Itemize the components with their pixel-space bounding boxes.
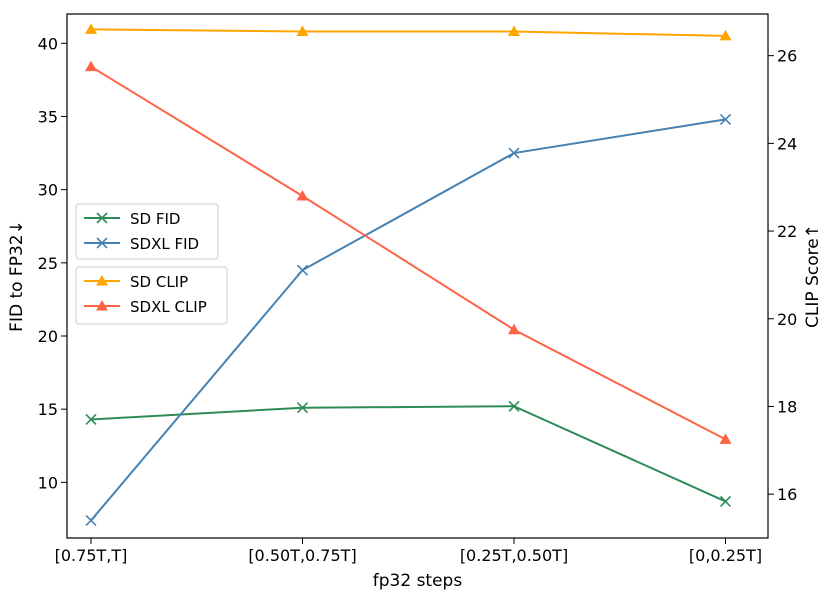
right-tick-label: 18: [777, 397, 797, 416]
right-tick-label: 22: [777, 222, 797, 241]
sdxl-fid-point: [85, 514, 97, 527]
x-axis-label: fp32 steps: [373, 571, 463, 591]
sdxl-fid-point: [296, 264, 309, 276]
left-tick-label: 35: [38, 107, 58, 126]
sd-fid-point: [719, 495, 732, 507]
left-tick-label: 40: [38, 34, 58, 53]
left-axis: 10 15 20 25 30 35 40: [38, 34, 67, 492]
sdxl-clip-point: [508, 323, 520, 335]
legend-layer: SD FID SDXL FID SD CLIP SDXL CLIP: [75, 203, 228, 325]
sdxl-clip-point: [85, 60, 97, 72]
right-tick-label: 26: [777, 47, 797, 66]
sdxl-clip-point: [296, 189, 309, 201]
sd-clip-point: [85, 23, 97, 34]
marker-stroke: [85, 413, 97, 426]
x-axis: [0.75T,T] [0.50T,0.75T] [0.25T,0.50T] [0,0.…: [55, 538, 762, 565]
sd-clip-point: [508, 25, 520, 37]
left-tick-label: 30: [38, 181, 58, 200]
left-tick-label: 25: [38, 254, 58, 273]
legend-swatch-marker: [96, 237, 108, 249]
marker-stroke: [719, 113, 732, 125]
marker-stroke: [85, 514, 97, 527]
right-tick-label: 16: [777, 485, 797, 504]
sd-fid-point: [296, 402, 309, 414]
left-tick-label: 10: [38, 473, 58, 492]
left-tick-label: 20: [38, 327, 58, 346]
sd-fid-line: [90, 405, 726, 503]
sd-fid-point: [508, 400, 520, 412]
right-tick-label: 24: [777, 134, 797, 153]
sd-clip-point: [296, 25, 309, 37]
series-layer: [85, 23, 732, 527]
sdxl-fid-line: [90, 118, 726, 522]
legend-label: SDXL CLIP: [130, 298, 207, 316]
marker-stroke: [296, 264, 309, 276]
plot-frame: [66, 13, 769, 539]
sdxl-fid-point: [719, 113, 732, 125]
legend-swatch-marker: [96, 300, 108, 311]
marker-stroke: [508, 400, 520, 412]
marker-stroke: [96, 237, 108, 249]
left-tick-label: 15: [38, 400, 58, 419]
marker-stroke: [508, 147, 520, 159]
x-tick-label: [0.50T,0.75T]: [248, 546, 356, 565]
sdxl-clip-point: [719, 433, 732, 444]
x-tick-label: [0.25T,0.50T]: [460, 546, 568, 565]
marker-stroke: [719, 495, 732, 507]
y-axis-label-right: CLIP Score↑: [803, 224, 823, 328]
sd-clip-line: [90, 28, 726, 37]
x-tick-label: [0.75T,T]: [55, 546, 128, 565]
legend-label: SD CLIP: [130, 273, 188, 291]
right-tick-label: 20: [777, 310, 797, 329]
sdxl-clip-line: [90, 65, 726, 441]
legend-swatch-marker: [96, 212, 108, 224]
marker-stroke: [296, 402, 309, 414]
legend-swatch-marker: [96, 275, 108, 286]
marker-stroke: [96, 212, 108, 224]
sdxl-fid-point: [508, 147, 520, 159]
legend-label: SDXL FID: [130, 235, 199, 253]
x-tick-label: [0,0.25T]: [689, 546, 762, 565]
sd-clip-point: [719, 29, 732, 41]
right-axis: 16 18 20 22 24 26: [768, 47, 797, 504]
sd-fid-point: [85, 413, 97, 426]
legend-label: SD FID: [130, 210, 180, 228]
y-axis-label-left: FID to FP32↓: [7, 220, 27, 332]
